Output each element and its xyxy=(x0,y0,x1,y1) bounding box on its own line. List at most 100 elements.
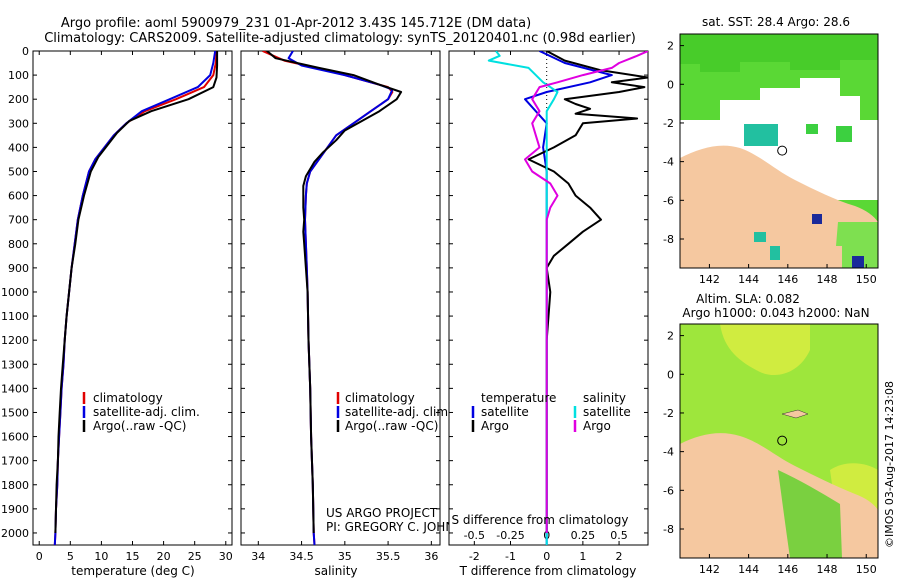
argo-location-marker xyxy=(777,145,788,156)
sst-cold-pixel xyxy=(852,256,864,268)
sst-cold-pixel xyxy=(812,214,822,224)
figure-title-line1: Argo profile: aoml 5900979_231 01-Apr-20… xyxy=(61,16,531,31)
sla-map-axes: 142 144 146 148 150 2 0 -2 -4 -6 -8 xyxy=(663,330,877,576)
map-y-tick-label: -2 xyxy=(663,117,674,130)
x-tick-label: -1 xyxy=(505,550,516,563)
map-y-tick-label: 2 xyxy=(667,330,674,343)
sst-cold-pixel xyxy=(754,232,766,242)
x-tick-label: 15 xyxy=(126,550,140,563)
map-x-tick-label: 150 xyxy=(856,563,877,576)
depth-tick-label: 300 xyxy=(8,117,29,130)
depth-tick-label: 700 xyxy=(8,214,29,227)
depth-tick-label: 1900 xyxy=(1,503,29,516)
difference-depth-ticks xyxy=(449,50,648,534)
depth-tick-label: 0 xyxy=(22,45,29,58)
map-x-tick-label: 146 xyxy=(777,563,798,576)
depth-tick-label: 200 xyxy=(8,93,29,106)
map-x-tick-label: 142 xyxy=(699,563,720,576)
series-line-t_argo xyxy=(527,51,648,533)
map-x-tick-label: 148 xyxy=(817,273,838,286)
map-x-tick-label: 150 xyxy=(856,273,877,286)
argo-location-marker xyxy=(777,435,788,446)
x-tick-label: 30 xyxy=(219,550,233,563)
sst-north-band xyxy=(680,34,878,72)
x-tick-label: 36 xyxy=(424,550,438,563)
series-line-argo xyxy=(54,51,219,534)
legend-heading-salinity: salinity xyxy=(583,391,626,405)
depth-tick-label: 2000 xyxy=(1,527,29,540)
sst-map-frame xyxy=(679,33,879,269)
salinity-panel: 34 34.5 35 35.5 36 salinity climatology sate… xyxy=(240,50,480,578)
temperature-x-axis: 0 5 10 15 20 25 30 xyxy=(36,51,233,563)
s-difference-xlabel: S difference from climatology xyxy=(452,513,629,527)
temperature-plot-frame xyxy=(32,50,233,546)
depth-tick-label: 500 xyxy=(8,165,29,178)
legend-label-s-satellite: satellite xyxy=(583,405,631,419)
sst-coastal-strip xyxy=(836,222,878,268)
t-difference-xlabel: T difference from climatology xyxy=(459,564,637,578)
difference-plot-frame xyxy=(448,50,649,546)
legend-label-t-satellite: satellite xyxy=(481,405,529,419)
sst-cold-pixel xyxy=(770,246,780,260)
legend-label-s-argo: Argo xyxy=(583,419,611,433)
temperature-legend: climatology satellite-adj. clim. Argo(..… xyxy=(82,391,200,433)
series-line-s_argo xyxy=(524,51,648,533)
temperature-xlabel: temperature (deg C) xyxy=(71,564,194,578)
x-tick-label: 10 xyxy=(94,550,108,563)
legend-label-argo: Argo(..raw -QC) xyxy=(345,419,438,433)
map-y-tick-label: 0 xyxy=(667,368,674,381)
x-tick-label: 25 xyxy=(188,550,202,563)
x-tick-label: 0 xyxy=(543,550,550,563)
depth-tick-label: 100 xyxy=(8,69,29,82)
x-tick-label: 34 xyxy=(251,550,265,563)
map-y-tick-label: -8 xyxy=(663,233,674,246)
depth-tick-label: 1000 xyxy=(1,286,29,299)
sla-map: 142 144 146 148 150 2 0 -2 -4 -6 -8 xyxy=(663,323,879,576)
sst-land xyxy=(680,145,878,268)
x-tick-label: 20 xyxy=(157,550,171,563)
depth-tick-label: 400 xyxy=(8,141,29,154)
depth-tick-label: 800 xyxy=(8,238,29,251)
depth-tick-label: 900 xyxy=(8,262,29,275)
x-tick-label: 0 xyxy=(36,550,43,563)
s-diff-tick-label: 0.25 xyxy=(571,529,596,542)
salinity-legend: climatology satellite-adj. clim. Argo(..… xyxy=(336,391,452,433)
sla-map-title-2: Argo h1000: 0.043 h2000: NaN xyxy=(682,306,869,320)
x-tick-label: 34.5 xyxy=(289,550,314,563)
map-x-tick-label: 144 xyxy=(738,273,759,286)
map-x-tick-label: 144 xyxy=(738,563,759,576)
series-line-argo xyxy=(266,51,403,534)
legend-label-climatology: climatology xyxy=(345,391,415,405)
x-tick-label: 35 xyxy=(338,550,352,563)
depth-tick-label: 600 xyxy=(8,190,29,203)
sla-map-frame xyxy=(679,323,879,559)
salinity-series xyxy=(262,51,403,545)
difference-legend: temperature salinity satellite Argo sate… xyxy=(471,391,631,433)
map-y-tick-label: -6 xyxy=(663,194,674,207)
s-diff-tick-label: -0.25 xyxy=(496,529,524,542)
legend-label-t-argo: Argo xyxy=(481,419,509,433)
map-x-tick-label: 148 xyxy=(817,563,838,576)
x-tick-label: 2 xyxy=(616,550,623,563)
temperature-series xyxy=(53,51,219,545)
depth-tick-label: 1400 xyxy=(1,382,29,395)
imos-watermark: ©IMOS 03-Aug-2017 14:23:08 xyxy=(883,381,896,548)
depth-tick-label: 1600 xyxy=(1,431,29,444)
depth-axis: 0 100 200 300 400 500 600 700 800 900 1000 1100 1200… xyxy=(1,45,232,540)
salinity-depth-ticks xyxy=(241,50,440,534)
pi-credit: PI: GREGORY C. JOHNSON xyxy=(326,520,480,534)
sst-map-axes: 142 144 146 148 150 2 0 -2 -4 -6 -8 xyxy=(663,40,877,286)
salinity-plot-frame xyxy=(240,50,441,546)
legend-label-satellite: satellite-adj. clim. xyxy=(93,405,200,419)
map-y-tick-label: -2 xyxy=(663,407,674,420)
legend-label-satellite: satellite-adj. clim. xyxy=(345,405,452,419)
map-y-tick-label: 0 xyxy=(667,78,674,91)
sla-coastal-strip xyxy=(778,470,842,558)
depth-tick-label: 1300 xyxy=(1,358,29,371)
map-x-tick-label: 142 xyxy=(699,273,720,286)
depth-tick-label: 1800 xyxy=(1,479,29,492)
x-tick-label: 35.5 xyxy=(376,550,401,563)
s-diff-tick-label: 0.5 xyxy=(610,529,628,542)
sst-warm-patch xyxy=(744,124,778,146)
